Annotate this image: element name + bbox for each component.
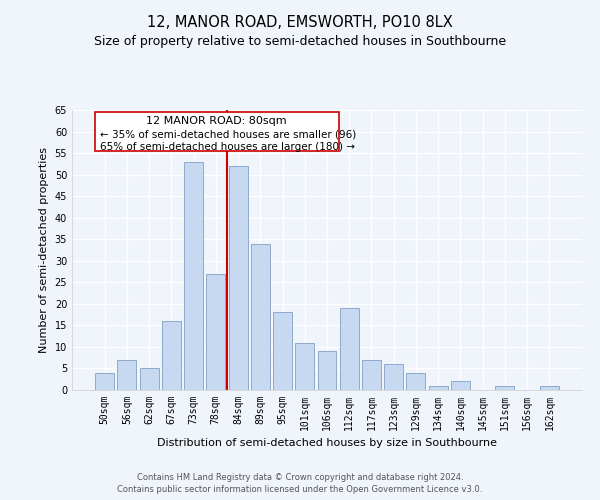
Text: Size of property relative to semi-detached houses in Southbourne: Size of property relative to semi-detach… bbox=[94, 35, 506, 48]
Bar bbox=[429, 386, 448, 390]
Bar bbox=[384, 364, 403, 390]
Bar bbox=[140, 368, 158, 390]
Bar bbox=[162, 321, 181, 390]
Bar bbox=[184, 162, 203, 390]
Bar bbox=[540, 386, 559, 390]
Bar bbox=[206, 274, 225, 390]
X-axis label: Distribution of semi-detached houses by size in Southbourne: Distribution of semi-detached houses by … bbox=[157, 438, 497, 448]
Bar bbox=[273, 312, 292, 390]
Text: ← 35% of semi-detached houses are smaller (96): ← 35% of semi-detached houses are smalle… bbox=[100, 130, 356, 140]
Bar bbox=[118, 360, 136, 390]
Text: Contains public sector information licensed under the Open Government Licence v3: Contains public sector information licen… bbox=[118, 485, 482, 494]
Bar bbox=[95, 373, 114, 390]
Text: 12 MANOR ROAD: 80sqm: 12 MANOR ROAD: 80sqm bbox=[146, 116, 286, 126]
Bar bbox=[251, 244, 270, 390]
Text: Contains HM Land Registry data © Crown copyright and database right 2024.: Contains HM Land Registry data © Crown c… bbox=[137, 474, 463, 482]
Bar bbox=[496, 386, 514, 390]
Bar bbox=[362, 360, 381, 390]
Bar bbox=[406, 373, 425, 390]
Bar bbox=[451, 382, 470, 390]
Bar bbox=[317, 351, 337, 390]
Bar bbox=[295, 342, 314, 390]
Y-axis label: Number of semi-detached properties: Number of semi-detached properties bbox=[39, 147, 49, 353]
Text: 12, MANOR ROAD, EMSWORTH, PO10 8LX: 12, MANOR ROAD, EMSWORTH, PO10 8LX bbox=[147, 15, 453, 30]
Text: 65% of semi-detached houses are larger (180) →: 65% of semi-detached houses are larger (… bbox=[100, 142, 355, 152]
Bar bbox=[229, 166, 248, 390]
FancyBboxPatch shape bbox=[95, 112, 339, 151]
Bar bbox=[340, 308, 359, 390]
